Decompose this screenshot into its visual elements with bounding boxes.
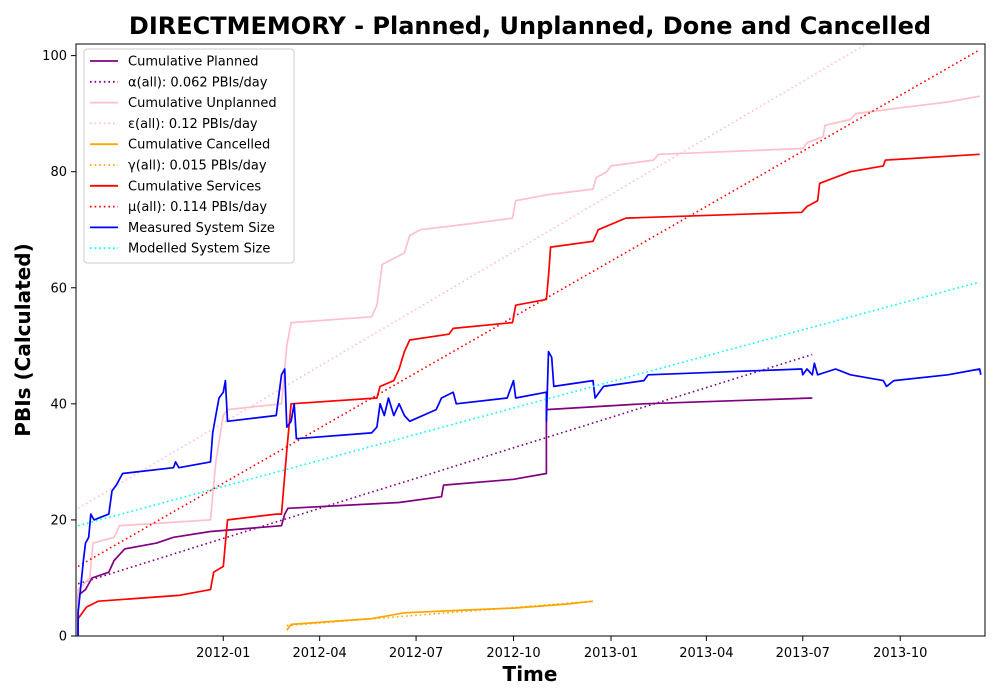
x-tick-label: 2013-04 (679, 646, 733, 661)
y-tick-label: 80 (50, 165, 67, 180)
x-tick-label: 2012-04 (293, 646, 347, 661)
series-layer (77, 44, 982, 636)
y-tick-label: 20 (50, 513, 67, 528)
y-tick-label: 60 (50, 281, 67, 296)
legend-entry: γ(all): 0.015 PBIs/day (128, 159, 267, 174)
plot-frame (75, 43, 986, 637)
legend-entry: α(all): 0.062 PBIs/day (128, 75, 268, 90)
series-line-7 (77, 49, 981, 568)
legend-entry: Cumulative Unplanned (128, 96, 277, 111)
series-line-3 (77, 44, 867, 509)
y-tick-label: 100 (42, 49, 67, 64)
legend-box (83, 48, 295, 264)
y-tick-label: 0 (59, 630, 67, 645)
series-line-5 (286, 600, 594, 627)
x-tick-label: 2013-01 (584, 646, 638, 661)
y-tick-label: 40 (50, 397, 67, 412)
legend-entry: ε(all): 0.12 PBIs/day (128, 117, 258, 132)
x-tick-label: 2013-07 (776, 646, 830, 661)
series-line-6 (77, 153, 980, 636)
legend-entry: Cumulative Cancelled (128, 138, 270, 153)
series-line-1 (77, 353, 813, 585)
x-axis-label: Time (503, 662, 558, 686)
x-tick-label: 2012-01 (196, 646, 250, 661)
plot-area (75, 43, 986, 637)
legend-entry: μ(all): 0.114 PBIs/day (128, 200, 267, 215)
y-axis: 0 20 40 60 80 100 (42, 49, 76, 645)
x-tick-label: 2012-07 (389, 646, 443, 661)
series-line-2 (77, 95, 980, 636)
series-line-0 (77, 397, 813, 636)
legend-entry: Cumulative Services (128, 179, 261, 194)
legend-entry: Measured System Size (128, 221, 275, 236)
series-line-9 (77, 281, 980, 527)
y-axis-label: PBIs (Calculated) (11, 243, 35, 436)
chart-title: DIRECTMEMORY - Planned, Unplanned, Done … (129, 12, 931, 40)
x-axis: 2012-01 2012-04 2012-07 2012-10 2013-01 2013-… (196, 636, 927, 661)
legend: Cumulative Planned α(all): 0.062 PBIs/day… (83, 48, 295, 264)
legend-entry: Modelled System Size (128, 242, 270, 257)
legend-entry: Cumulative Planned (128, 55, 258, 70)
series-line-8 (77, 350, 982, 636)
x-tick-label: 2012-10 (486, 646, 540, 661)
x-tick-label: 2013-10 (873, 646, 927, 661)
